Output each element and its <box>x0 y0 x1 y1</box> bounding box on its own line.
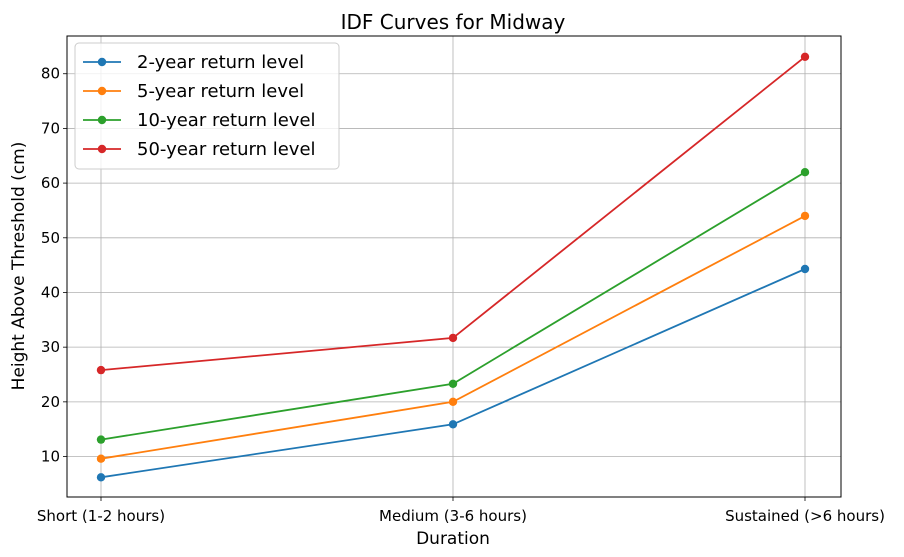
x-axis-label: Duration <box>416 529 490 549</box>
legend-label-2-year-return-level: 2-year return level <box>137 52 304 73</box>
data-point-2-year-return-level <box>96 473 106 482</box>
data-point-10-year-return-level <box>96 435 106 444</box>
y-tick-label: 70 <box>41 119 60 137</box>
data-point-50-year-return-level <box>96 365 106 375</box>
y-axis-ticks: 10 20 30 40 50 60 70 80 <box>41 65 67 466</box>
y-tick-label: 10 <box>41 448 60 466</box>
legend: 2-year return level 5-year return level 10… <box>74 42 340 170</box>
legend-marker-50-year-return-level <box>97 144 107 154</box>
y-tick-label: 20 <box>41 393 60 411</box>
y-tick-label: 40 <box>41 283 60 301</box>
y-tick-label: 60 <box>41 174 60 192</box>
y-tick-label: 50 <box>41 229 60 247</box>
data-point-10-year-return-level <box>800 168 810 177</box>
data-point-2-year-return-level <box>800 264 810 274</box>
legend-label-10-year-return-level: 10-year return level <box>137 110 316 131</box>
data-point-5-year-return-level <box>96 454 106 463</box>
chart-title: IDF Curves for Midway <box>341 10 566 34</box>
x-tick-label: Medium (3-6 hours) <box>379 507 527 525</box>
legend-label-5-year-return-level: 5-year return level <box>137 81 304 102</box>
data-point-50-year-return-level <box>448 333 458 343</box>
y-axis-label: Height Above Threshold (cm) <box>9 142 29 391</box>
data-point-2-year-return-level <box>448 420 458 429</box>
x-tick-label: Short (1-2 hours) <box>37 507 165 525</box>
x-tick-label: Sustained (>6 hours) <box>725 507 885 525</box>
data-point-50-year-return-level <box>800 52 810 61</box>
legend-marker-2-year-return-level <box>97 57 107 67</box>
legend-marker-10-year-return-level <box>97 115 107 125</box>
plot-area-frame <box>66 35 842 498</box>
legend-marker-5-year-return-level <box>97 86 107 96</box>
x-axis-ticks: Short (1-2 hours) Medium (3-6 hours) Susta… <box>37 497 885 525</box>
y-tick-label: 30 <box>41 338 60 356</box>
data-point-5-year-return-level <box>448 397 458 406</box>
legend-box <box>74 42 340 170</box>
series-markers <box>96 52 810 482</box>
data-point-5-year-return-level <box>800 211 810 221</box>
data-point-10-year-return-level <box>448 379 458 388</box>
y-tick-label: 80 <box>41 65 60 83</box>
legend-label-50-year-return-level: 50-year return level <box>137 139 316 160</box>
